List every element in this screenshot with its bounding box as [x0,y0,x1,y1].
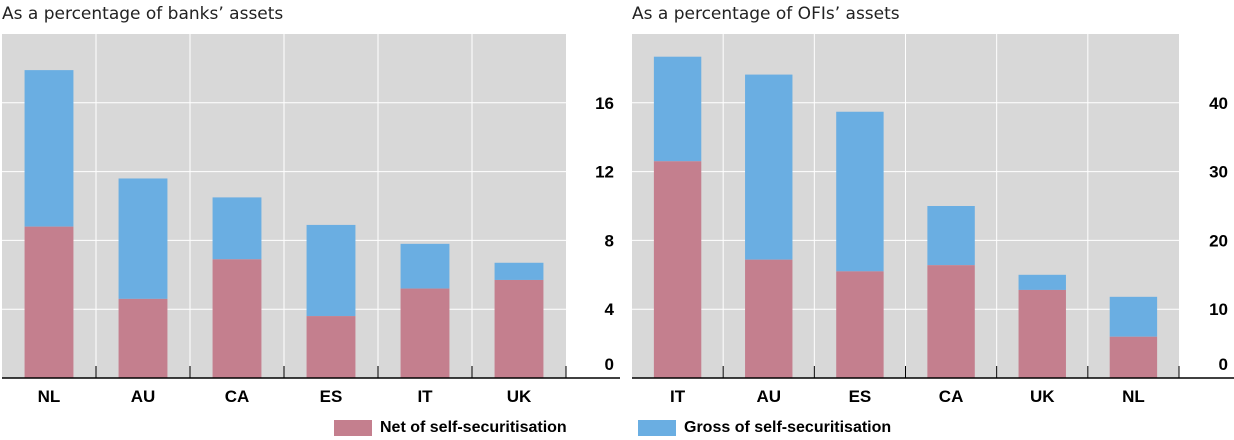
left-chart-title: As a percentage of banks’ assets [2,4,284,24]
left-xtick-au: AU [131,387,156,406]
legend-gross-label: Gross of self-securitisation [684,419,892,436]
legend-net-label: Net of self-securitisation [380,419,567,436]
right-xtick-ca: CA [939,387,964,406]
right-chart-title: As a percentage of OFIs’ assets [632,4,900,24]
left-bar-net-uk [494,279,544,378]
left-ytick-12: 12 [595,163,614,182]
right-bar-gross-nl [1109,296,1158,337]
right-ytick-20: 20 [1209,231,1228,250]
charts-canvas: NL AU CA ES IT UK 0 4 8 12 16 IT AU ES CA UK NL 0 10 20 30 40 [2,34,1234,406]
legend-gross-swatch [638,420,676,436]
left-bar-gross-es [306,224,356,317]
right-ytick-0: 0 [1219,355,1228,374]
right-bar-net-es [836,271,884,378]
right-bar-net-au [745,259,793,378]
right-xtick-es: ES [849,387,872,406]
left-bar-gross-uk [494,262,544,280]
left-bar-gross-au [118,178,168,299]
right-bar-net-nl [1109,336,1158,378]
left-ytick-8: 8 [605,231,614,250]
right-xtick-nl: NL [1122,387,1145,406]
left-bar-net-it [400,288,450,378]
right-bar-gross-ca [927,206,975,266]
right-bar-gross-au [745,74,793,260]
left-xtick-ca: CA [225,387,250,406]
left-ytick-0: 0 [605,355,614,374]
right-bar-gross-it [653,56,702,162]
right-bar-net-uk [1018,289,1066,378]
right-ytick-30: 30 [1209,163,1228,182]
right-xtick-it: IT [670,387,686,406]
legend-net-swatch [334,420,372,436]
right-xtick-uk: UK [1030,387,1055,406]
legend-gross: Gross of self-securitisation [638,418,891,438]
right-bar-gross-es [836,111,884,272]
right-bar-gross-uk [1018,274,1066,290]
left-bar-net-es [306,316,356,378]
left-bar-net-nl [24,226,74,378]
right-bar-net-ca [927,265,975,378]
left-bar-net-ca [212,259,262,378]
right-ytick-10: 10 [1209,300,1228,319]
legend-net: Net of self-securitisation [334,418,567,438]
left-ytick-16: 16 [595,94,614,113]
right-ytick-40: 40 [1209,94,1228,113]
left-bar-gross-ca [212,197,262,260]
left-xtick-es: ES [320,387,343,406]
left-ytick-4: 4 [605,300,615,319]
right-bar-net-it [653,161,702,378]
left-xtick-uk: UK [507,387,532,406]
right-xtick-au: AU [756,387,781,406]
left-xtick-nl: NL [38,387,61,406]
left-bar-gross-nl [24,70,74,227]
left-bar-gross-it [400,243,450,289]
left-xtick-it: IT [417,387,433,406]
left-bar-net-au [118,298,168,378]
